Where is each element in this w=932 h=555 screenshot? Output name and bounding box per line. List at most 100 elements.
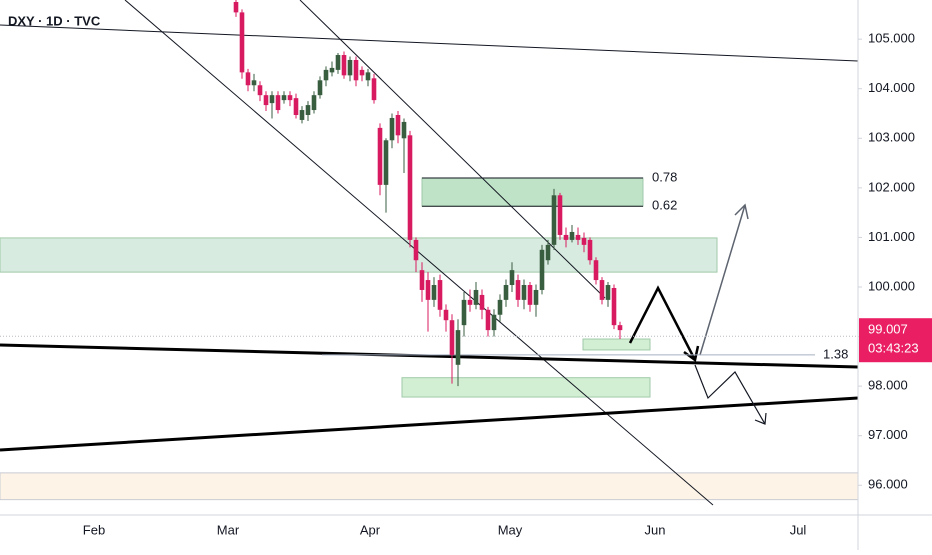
candle-body bbox=[233, 1, 239, 13]
zone bbox=[582, 338, 651, 351]
projection-arrow bbox=[628, 285, 697, 361]
y-tick-label: 103.000 bbox=[868, 130, 915, 145]
candle-body bbox=[317, 80, 323, 96]
price-label-box bbox=[859, 318, 932, 363]
candle-body bbox=[389, 117, 395, 141]
candle-body bbox=[551, 195, 557, 245]
candle-body bbox=[425, 280, 431, 300]
candle-body bbox=[437, 280, 443, 310]
fib-label: 1.38 bbox=[823, 346, 848, 361]
candle-body bbox=[251, 80, 257, 86]
zone bbox=[0, 237, 718, 273]
candle-body bbox=[293, 98, 299, 115]
y-tick-label: 105.000 bbox=[868, 31, 915, 46]
zones bbox=[0, 177, 858, 501]
chart-title: DXY · 1D · TVC bbox=[8, 13, 101, 28]
candle-body bbox=[401, 121, 407, 139]
candle-body bbox=[515, 280, 521, 300]
candle-body bbox=[569, 231, 575, 240]
x-tick-label: Jul bbox=[790, 522, 807, 537]
candle-body bbox=[533, 289, 539, 305]
candle-body bbox=[491, 314, 497, 331]
candle-body bbox=[485, 309, 491, 331]
candle-body bbox=[431, 285, 437, 300]
projection-arrow bbox=[694, 364, 766, 425]
candle-body bbox=[443, 309, 449, 321]
candle-body bbox=[521, 285, 527, 300]
candle-body bbox=[305, 105, 311, 115]
candle-body bbox=[287, 95, 293, 101]
candle-body bbox=[257, 85, 263, 96]
zone bbox=[401, 377, 651, 398]
candle-body bbox=[611, 287, 617, 326]
candle-body bbox=[575, 234, 581, 240]
y-tick-label: 97.000 bbox=[868, 427, 908, 442]
trend-line bbox=[0, 24, 858, 62]
candle-body bbox=[341, 55, 347, 76]
candle-body bbox=[599, 280, 605, 300]
x-tick-label: May bbox=[498, 522, 523, 537]
candle-body bbox=[539, 249, 545, 290]
candle-body bbox=[275, 95, 281, 111]
candle-body bbox=[371, 78, 377, 101]
y-tick-label: 96.000 bbox=[868, 477, 908, 492]
candle-body bbox=[509, 270, 515, 286]
fib-label: 0.78 bbox=[652, 169, 677, 184]
candle-body bbox=[581, 237, 587, 245]
candle-body bbox=[455, 330, 461, 365]
candle-body bbox=[503, 285, 509, 300]
projection-arrow bbox=[699, 204, 746, 356]
candle-body bbox=[353, 59, 359, 81]
y-tick-label: 100.000 bbox=[868, 278, 915, 293]
support-line bbox=[0, 343, 858, 369]
drawings bbox=[0, 0, 858, 506]
x-tick-label: Feb bbox=[83, 522, 105, 537]
candle-body bbox=[545, 244, 551, 261]
candle-body bbox=[377, 127, 383, 185]
candle-body bbox=[527, 285, 533, 305]
candle-body bbox=[269, 95, 275, 104]
y-tick-label: 98.000 bbox=[868, 378, 908, 393]
countdown-label: 03:43:23 bbox=[868, 341, 919, 356]
fib-label: 0.62 bbox=[652, 198, 677, 213]
last-price-label: 99.007 bbox=[868, 322, 908, 337]
candle-body bbox=[329, 67, 335, 73]
candle-body bbox=[461, 299, 467, 326]
candle-body bbox=[281, 95, 287, 101]
zone bbox=[421, 177, 644, 207]
candle-body bbox=[419, 270, 425, 290]
candle-body bbox=[335, 55, 341, 70]
candle-body bbox=[359, 69, 365, 76]
candles bbox=[0, 0, 858, 387]
candle-body bbox=[407, 135, 413, 240]
channel-line bbox=[124, 0, 714, 506]
candle-body bbox=[299, 110, 305, 120]
zone bbox=[0, 472, 858, 501]
candle-body bbox=[563, 234, 569, 240]
candle-body bbox=[323, 69, 329, 81]
x-tick-label: Apr bbox=[360, 522, 381, 537]
candle-body bbox=[383, 140, 389, 185]
x-tick-label: Jun bbox=[645, 522, 666, 537]
candle-body bbox=[557, 195, 563, 235]
candle-body bbox=[479, 294, 485, 310]
x-tick-label: Mar bbox=[217, 522, 240, 537]
candle-body bbox=[467, 299, 473, 305]
y-tick-label: 102.000 bbox=[868, 179, 915, 194]
candle-body bbox=[311, 95, 317, 111]
arrow-head bbox=[734, 203, 749, 220]
arrow-head bbox=[754, 412, 767, 425]
support-line bbox=[0, 396, 858, 452]
candle-body bbox=[617, 325, 623, 331]
candle-body bbox=[449, 320, 455, 355]
candle-body bbox=[263, 95, 269, 106]
candle-body bbox=[347, 59, 353, 76]
candle-body bbox=[497, 299, 503, 315]
candle-body bbox=[239, 12, 245, 73]
candle-body bbox=[593, 260, 599, 281]
candle-body bbox=[413, 239, 419, 261]
candle-body bbox=[587, 239, 593, 261]
candle-body bbox=[245, 72, 251, 86]
axes: 96.00097.00098.00099.000100.000101.00010… bbox=[83, 31, 932, 537]
